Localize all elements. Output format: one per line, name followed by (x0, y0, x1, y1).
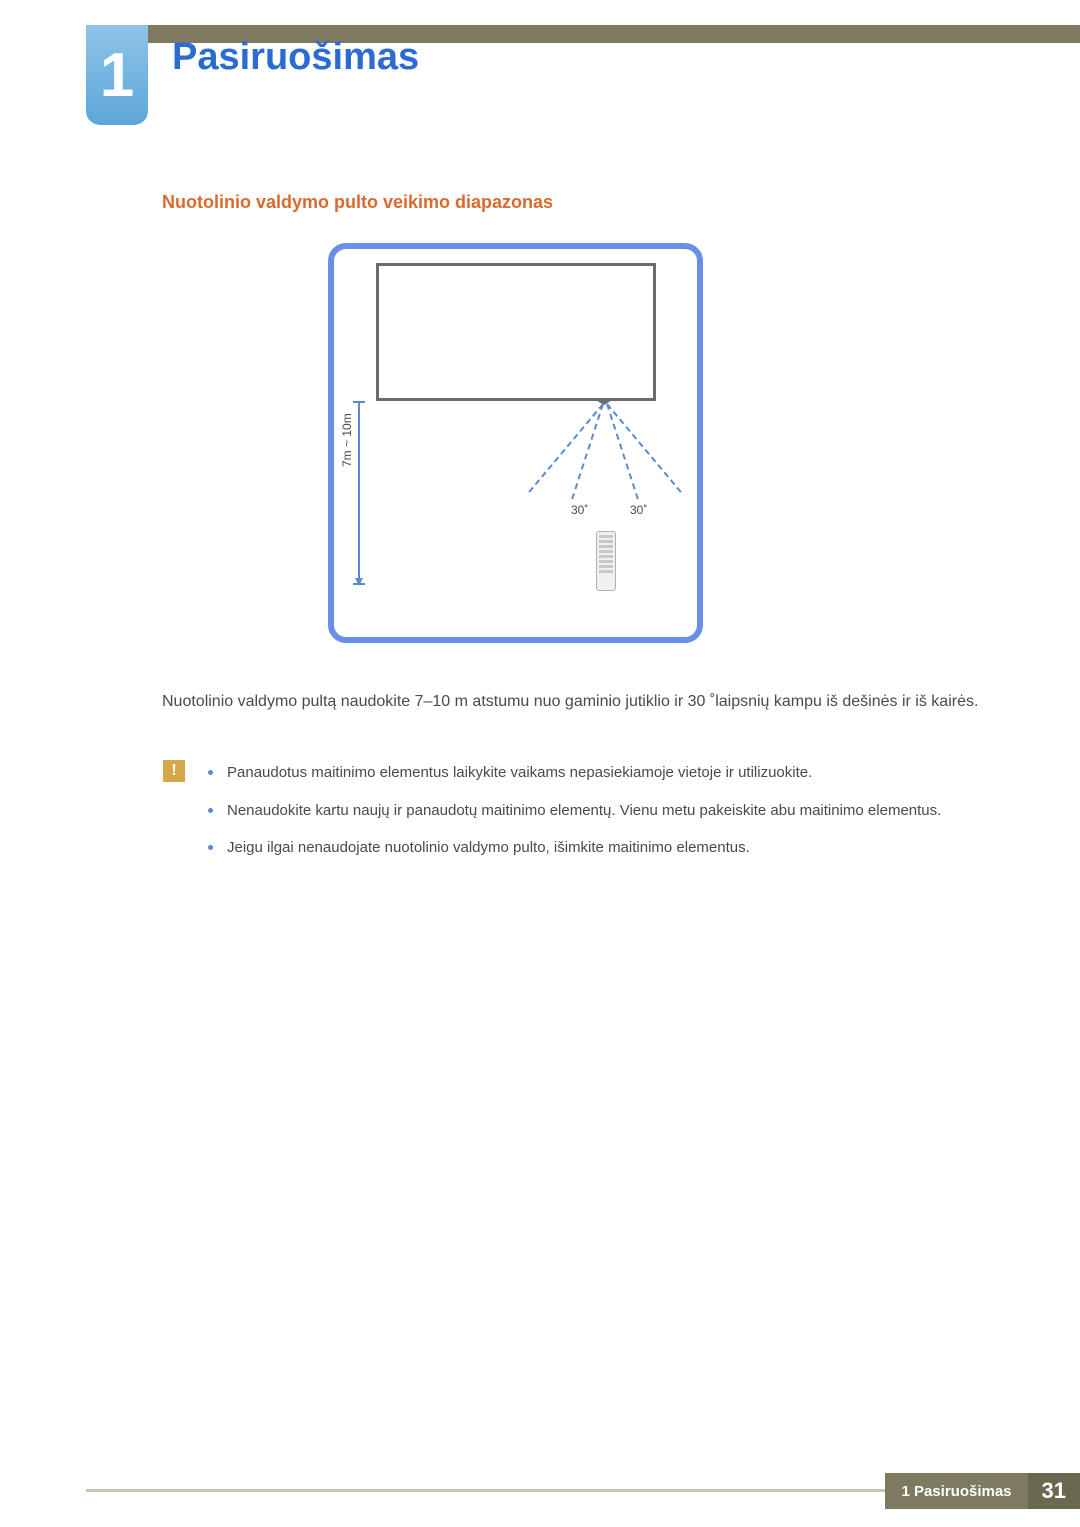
footer-chapter-ref: 1 Pasiruošimas (885, 1473, 1027, 1509)
remote-range-diagram: 7m ~ 10m 30˚ 30˚ (328, 243, 703, 643)
list-item: Nenaudokite kartu naujų ir panaudotų mai… (208, 798, 992, 824)
chapter-title: Pasiruošimas (172, 36, 419, 79)
footer-page-number: 31 (1028, 1473, 1080, 1509)
angle-label-left: 30˚ (571, 503, 588, 517)
list-item: Panaudotus maitinimo elementus laikykite… (208, 760, 992, 786)
bullet-icon (208, 808, 213, 813)
angle-ray (606, 403, 681, 492)
list-item-text: Jeigu ilgai nenaudojate nuotolinio valdy… (227, 835, 750, 861)
body-paragraph: Nuotolinio valdymo pultą naudokite 7–10 … (162, 688, 992, 715)
bullet-icon (208, 845, 213, 850)
tv-outline (376, 263, 656, 401)
bullet-icon (208, 770, 213, 775)
angle-ray (571, 404, 604, 500)
remote-control-icon (596, 531, 616, 591)
angle-label-right: 30˚ (630, 503, 647, 517)
chapter-number: 1 (100, 40, 134, 111)
footer-rule (86, 1489, 885, 1509)
angle-ray (606, 404, 639, 500)
angle-ray (528, 403, 603, 492)
footer: 1 Pasiruošimas 31 (86, 1473, 1080, 1509)
section-title: Nuotolinio valdymo pulto veikimo diapazo… (162, 192, 553, 213)
chapter-number-tab: 1 (86, 25, 148, 125)
caution-icon: ! (163, 760, 185, 782)
list-item-text: Panaudotus maitinimo elementus laikykite… (227, 760, 812, 786)
arrow-down-icon (355, 578, 363, 586)
caution-list: Panaudotus maitinimo elementus laikykite… (208, 760, 992, 873)
list-item-text: Nenaudokite kartu naujų ir panaudotų mai… (227, 798, 941, 824)
list-item: Jeigu ilgai nenaudojate nuotolinio valdy… (208, 835, 992, 861)
distance-label: 7m ~ 10m (340, 413, 354, 467)
distance-marker-line (358, 401, 360, 585)
